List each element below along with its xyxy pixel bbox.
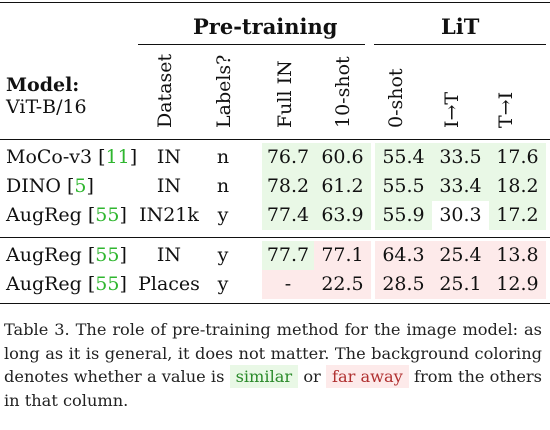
citation-link[interactable]: 55 — [95, 273, 120, 295]
table-cell: 33.4 — [432, 172, 489, 201]
table-cell: 17.6 — [489, 143, 546, 172]
row-model: DINO [5] — [6, 175, 94, 197]
row-labels: n — [216, 175, 230, 197]
model-header: Model: — [6, 74, 80, 96]
model-header-sub: ViT-B/16 — [6, 96, 87, 118]
table-cell: 28.5 — [375, 270, 432, 299]
row-model: AugReg [55] — [6, 204, 127, 226]
header-rule — [0, 139, 550, 140]
table-cell: 78.2 — [262, 172, 314, 201]
row-labels: y — [217, 204, 229, 226]
row-labels: y — [217, 244, 229, 266]
caption-middle: or — [303, 367, 321, 386]
row-labels: y — [217, 273, 229, 295]
table-cell: 33.5 — [432, 143, 489, 172]
citation-link[interactable]: 55 — [95, 244, 120, 266]
caption-suffix: from the others in that column. — [4, 367, 542, 410]
table-cell: 17.2 — [489, 201, 546, 230]
model-name: AugReg — [6, 204, 82, 226]
table-cell: 63.9 — [314, 201, 371, 230]
table-cell: 55.5 — [375, 172, 432, 201]
col-header-0: Dataset — [154, 53, 176, 128]
col-header-3: 10-shot — [332, 56, 354, 128]
table-cell: 13.8 — [489, 241, 546, 270]
row-dataset: IN21k — [139, 204, 199, 226]
col-header-2: Full IN — [274, 60, 296, 128]
table-cell: 77.4 — [262, 201, 314, 230]
table-cell: 61.2 — [314, 172, 371, 201]
row-dataset: IN — [156, 146, 182, 168]
pretraining-rule — [138, 44, 365, 45]
table-cell: 77.1 — [314, 241, 371, 270]
table-cell: - — [262, 270, 314, 299]
table-caption: Table 3. The role of pre-training method… — [4, 318, 542, 412]
row-dataset: IN — [156, 244, 182, 266]
col-header-5: I→T — [441, 91, 463, 128]
row-labels: n — [216, 146, 230, 168]
table-cell: 22.5 — [314, 270, 371, 299]
row-model: AugReg [55] — [6, 244, 127, 266]
table-cell: 55.4 — [375, 143, 432, 172]
citation-link[interactable]: 11 — [105, 146, 130, 168]
table-cell: 55.9 — [375, 201, 432, 230]
model-name: MoCo-v3 — [6, 146, 93, 168]
model-name: AugReg — [6, 273, 82, 295]
row-dataset: IN — [156, 175, 182, 197]
citation-link[interactable]: 55 — [95, 204, 120, 226]
group-header-lit: LiT — [441, 14, 480, 39]
caption-prefix: Table 3. The role of pre-training method… — [4, 320, 542, 386]
table-cell: 64.3 — [375, 241, 432, 270]
table-cell: 77.7 — [262, 241, 314, 270]
col-header-4: 0-shot — [385, 68, 407, 128]
model-name: DINO — [6, 175, 61, 197]
citation-link[interactable]: 5 — [74, 175, 87, 197]
model-name: AugReg — [6, 244, 82, 266]
table-cell: 30.3 — [439, 204, 482, 226]
top-rule — [0, 2, 550, 4]
table-cell: 25.4 — [432, 241, 489, 270]
col-header-6: T→I — [495, 91, 517, 128]
group-header-pretraining: Pre-training — [193, 14, 338, 39]
row-dataset: Places — [138, 273, 200, 295]
row-model: MoCo-v3 [11] — [6, 146, 138, 168]
caption-far: far away — [325, 365, 409, 388]
table-cell: 18.2 — [489, 172, 546, 201]
bottom-rule — [0, 303, 550, 305]
table-cell: 25.1 — [432, 270, 489, 299]
table-cell: 76.7 — [262, 143, 314, 172]
caption-similar: similar — [229, 365, 299, 388]
lit-rule — [374, 44, 546, 45]
group-rule — [0, 237, 550, 238]
table-cell: 60.6 — [314, 143, 371, 172]
row-model: AugReg [55] — [6, 273, 127, 295]
col-header-1: Labels? — [213, 54, 235, 128]
table-cell: 12.9 — [489, 270, 546, 299]
